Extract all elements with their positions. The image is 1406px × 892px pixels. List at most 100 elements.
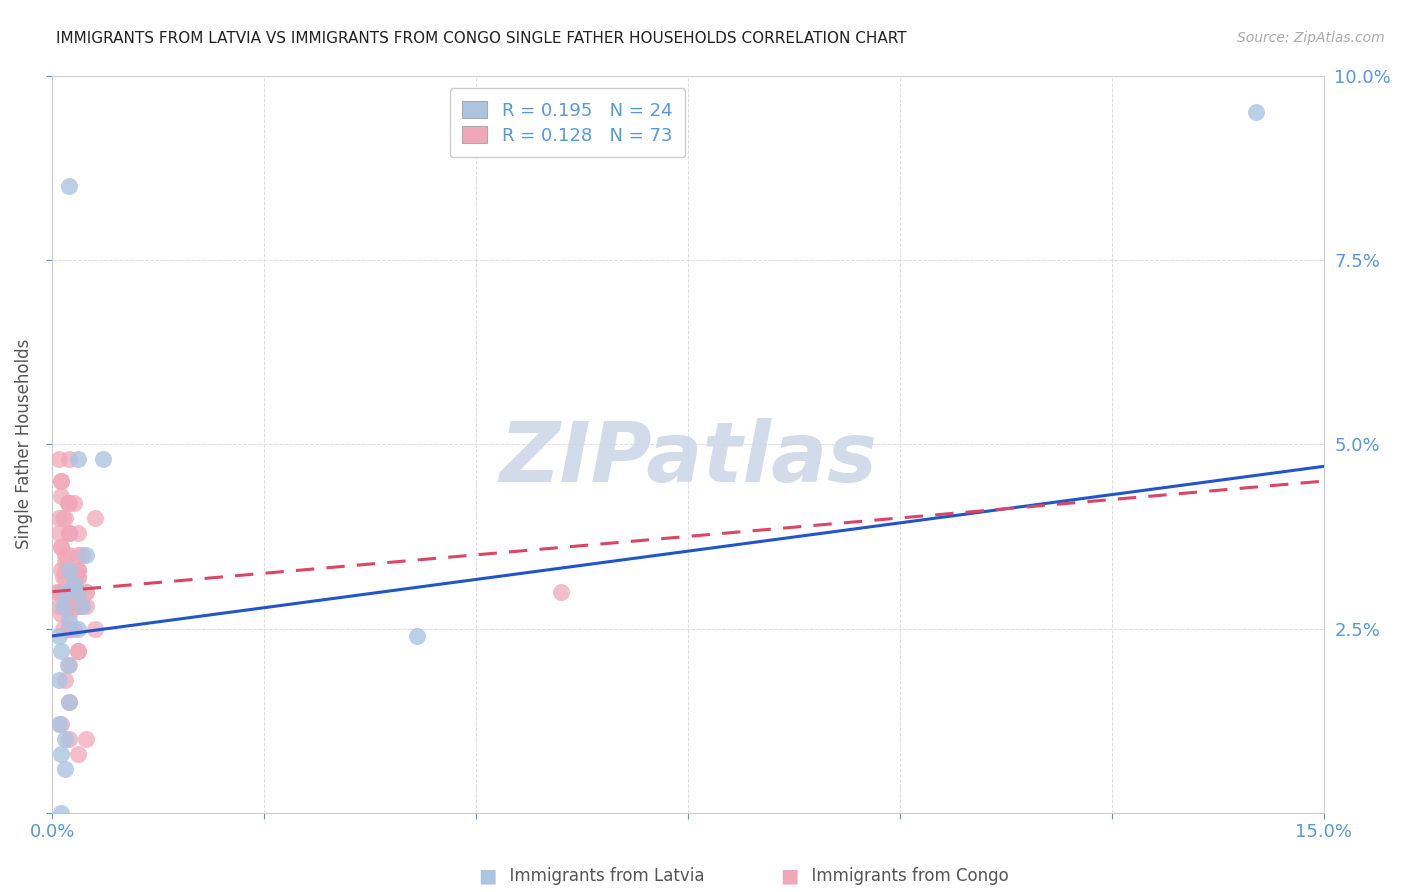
Point (91, 452, 114, 467)
Point (52, 511, 75, 525)
Point (52, 570, 75, 584)
Point (48, 673, 70, 688)
Point (49, 805, 72, 820)
Point (53, 599, 76, 614)
Point (49, 607, 72, 621)
Point (58, 695, 80, 709)
Point (56, 622, 79, 636)
Point (58, 658, 80, 673)
Point (49, 747, 72, 761)
Point (49, 489, 72, 503)
Text: Source: ZipAtlas.com: Source: ZipAtlas.com (1237, 31, 1385, 45)
Point (70, 548, 93, 562)
Point (58, 525, 80, 540)
Point (66, 525, 89, 540)
Point (49, 643, 72, 657)
Point (58, 599, 80, 614)
Point (48, 599, 70, 614)
Point (56, 658, 79, 673)
Point (48, 525, 70, 540)
Point (53, 548, 76, 562)
Point (58, 525, 80, 540)
Point (62, 570, 84, 584)
Point (53, 584, 76, 599)
Point (58, 622, 80, 636)
Point (83, 511, 105, 525)
Point (58, 584, 80, 599)
Point (66, 570, 89, 584)
Y-axis label: Single Father Households: Single Father Households (15, 339, 32, 549)
Point (66, 563, 89, 577)
Point (83, 622, 105, 636)
Point (49, 474, 72, 488)
Point (66, 452, 89, 467)
Point (62, 577, 84, 591)
Point (66, 570, 89, 584)
Point (70, 599, 93, 614)
Point (58, 622, 80, 636)
Point (48, 452, 70, 467)
Point (49, 474, 72, 488)
Point (66, 599, 89, 614)
Point (66, 643, 89, 657)
Point (53, 762, 76, 776)
Point (48, 629, 70, 643)
Point (62, 496, 84, 510)
Point (66, 584, 89, 599)
Point (75, 599, 97, 614)
Point (58, 599, 80, 614)
Point (52, 622, 75, 636)
Point (49, 563, 72, 577)
Point (58, 732, 80, 747)
Point (66, 747, 89, 761)
Point (53, 511, 76, 525)
Point (550, 584, 572, 599)
Text: ZIPatlas: ZIPatlas (499, 418, 877, 500)
Point (53, 673, 76, 688)
Point (75, 584, 97, 599)
Text: IMMIGRANTS FROM LATVIA VS IMMIGRANTS FROM CONGO SINGLE FATHER HOUSEHOLDS CORRELA: IMMIGRANTS FROM LATVIA VS IMMIGRANTS FRO… (56, 31, 907, 46)
Point (70, 599, 93, 614)
Point (62, 622, 84, 636)
Point (62, 599, 84, 614)
Point (58, 548, 80, 562)
Point (49, 584, 72, 599)
Point (66, 563, 89, 577)
Point (58, 584, 80, 599)
Text: Immigrants from Congo: Immigrants from Congo (801, 867, 1010, 885)
Point (53, 732, 76, 747)
Point (58, 452, 80, 467)
Legend: R = 0.195   N = 24, R = 0.128   N = 73: R = 0.195 N = 24, R = 0.128 N = 73 (450, 88, 685, 158)
Text: Immigrants from Latvia: Immigrants from Latvia (499, 867, 704, 885)
Point (45, 584, 67, 599)
Point (58, 614, 80, 628)
Point (49, 541, 72, 555)
Text: ■: ■ (478, 866, 496, 886)
Point (52, 599, 75, 614)
Point (58, 695, 80, 709)
Point (62, 584, 84, 599)
Point (75, 584, 97, 599)
Point (53, 555, 76, 569)
Point (66, 622, 89, 636)
Text: ■: ■ (780, 866, 799, 886)
Point (58, 179, 80, 194)
Point (48, 717, 70, 731)
Point (66, 643, 89, 657)
Point (58, 607, 80, 621)
Point (58, 563, 80, 577)
Point (66, 599, 89, 614)
Point (49, 541, 72, 555)
Point (49, 584, 72, 599)
Point (56, 496, 79, 510)
Point (66, 584, 89, 599)
Point (58, 525, 80, 540)
Point (48, 584, 70, 599)
Point (53, 563, 76, 577)
Point (66, 548, 89, 562)
Point (58, 496, 80, 510)
Point (62, 584, 84, 599)
Point (1244, 105, 1267, 120)
Point (49, 717, 72, 731)
Point (53, 570, 76, 584)
